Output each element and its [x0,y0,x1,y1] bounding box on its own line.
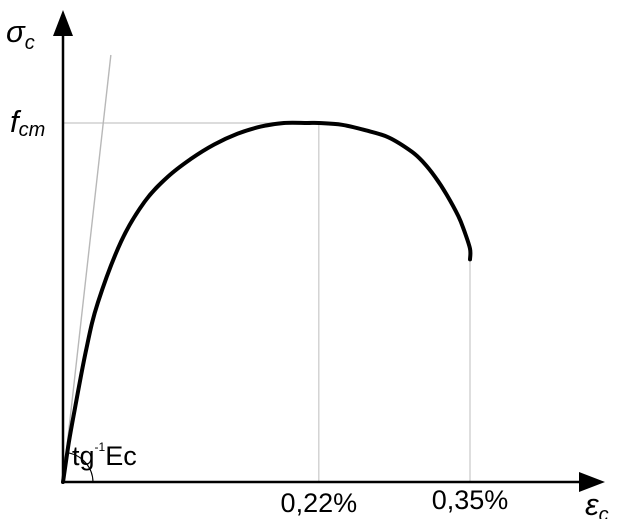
initial-tangent-line [62,54,112,483]
y-tick-label-fcm: fcm [10,104,45,141]
y-axis-label-main: σ [6,14,26,49]
y-axis-label: σc [6,14,35,54]
angle-label-sup: -1 [95,440,106,454]
angle-label-main: tg [72,441,95,471]
x-axis-arrow-icon [579,472,605,492]
x-axis-label-sub: c [599,504,609,519]
y-axis-label-sub: c [25,32,35,54]
fcm-label-sub: cm [19,119,46,141]
tangent-angle-label: tg-1Ec [72,440,137,471]
y-axis-arrow-icon [53,10,73,36]
angle-label-rest: Ec [105,441,137,471]
x-axis-label: εc [585,487,609,519]
x-tick-label: 0,35% [432,485,509,515]
x-axis-label-main: ε [585,487,599,519]
stress-strain-curve [61,120,473,484]
tangent-angle-arc [68,452,94,483]
x-tick-label: 0,22% [281,488,358,518]
